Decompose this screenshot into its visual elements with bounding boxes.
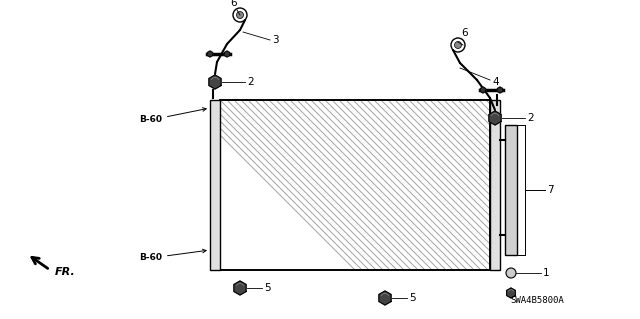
Bar bbox=[220, 100, 490, 270]
Polygon shape bbox=[507, 288, 515, 298]
Polygon shape bbox=[234, 281, 246, 295]
Circle shape bbox=[506, 268, 516, 278]
Polygon shape bbox=[481, 87, 486, 93]
Polygon shape bbox=[379, 291, 391, 305]
Polygon shape bbox=[225, 51, 230, 57]
Bar bbox=[505, 125, 517, 255]
Text: 4: 4 bbox=[492, 77, 499, 87]
Circle shape bbox=[237, 11, 243, 19]
Polygon shape bbox=[207, 51, 212, 57]
Text: 3: 3 bbox=[272, 35, 278, 45]
Text: FR.: FR. bbox=[55, 267, 76, 277]
Text: B-60: B-60 bbox=[139, 249, 206, 263]
Text: 2: 2 bbox=[247, 77, 253, 87]
Text: 6: 6 bbox=[230, 0, 237, 8]
Polygon shape bbox=[497, 87, 502, 93]
Bar bbox=[490, 100, 500, 270]
Circle shape bbox=[454, 41, 461, 48]
Text: SWA4B5800A: SWA4B5800A bbox=[510, 296, 564, 305]
Bar bbox=[220, 100, 490, 270]
Text: 7: 7 bbox=[547, 185, 554, 195]
Bar bbox=[210, 100, 220, 270]
Text: 5: 5 bbox=[409, 293, 415, 303]
Polygon shape bbox=[209, 75, 221, 89]
Text: 6: 6 bbox=[461, 28, 468, 38]
Text: 2: 2 bbox=[527, 113, 534, 123]
Text: B-60: B-60 bbox=[139, 108, 206, 124]
Bar bbox=[220, 100, 490, 270]
Text: 5: 5 bbox=[264, 283, 271, 293]
Polygon shape bbox=[489, 111, 501, 125]
Text: 1: 1 bbox=[543, 268, 550, 278]
